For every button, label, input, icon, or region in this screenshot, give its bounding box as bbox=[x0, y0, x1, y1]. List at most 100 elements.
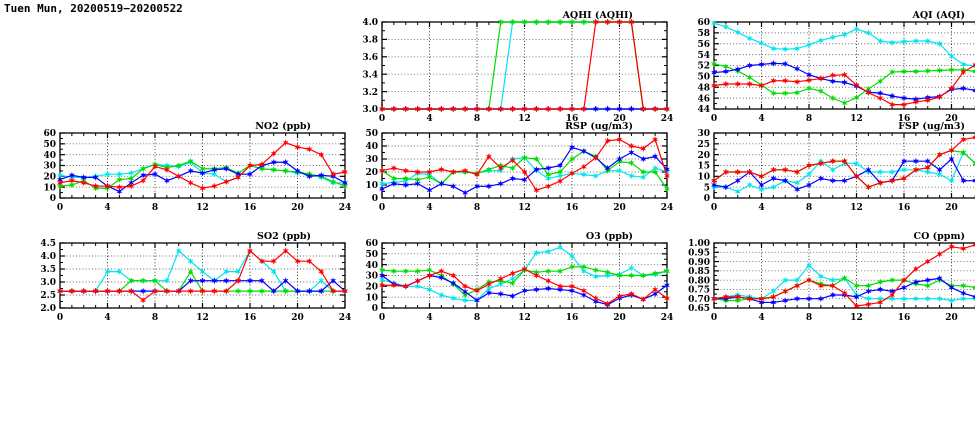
svg-text:24: 24 bbox=[339, 203, 352, 213]
svg-text:50: 50 bbox=[365, 129, 378, 139]
svg-text:4: 4 bbox=[426, 114, 432, 124]
svg-text:30: 30 bbox=[365, 155, 378, 165]
svg-text:20: 20 bbox=[365, 283, 378, 293]
plot-aqi[interactable]: 44464850525456586004812162024 bbox=[680, 18, 975, 124]
panel-no2: NO2 (ppb) 0 10 20 30 40 50 60 0 4 8 12 16 20 24 bbox=[26, 121, 351, 213]
panel-title-co: CO (ppm) bbox=[913, 231, 965, 242]
svg-text:0.85: 0.85 bbox=[688, 267, 710, 277]
svg-text:20: 20 bbox=[613, 203, 626, 213]
svg-text:0.90: 0.90 bbox=[688, 258, 710, 268]
panel-title-rsp: RSP (ug/m3) bbox=[565, 121, 633, 132]
plot-co[interactable]: 0.65 0.70 0.75 0.80 0.85 0.90 0.95 1.00 0 4 8 12 16 2… bbox=[680, 239, 975, 323]
series-20200519 bbox=[56, 247, 349, 304]
plot-aqhi[interactable]: 3.0 3.2 3.4 3.6 3.8 4.0 0 4 8 12 16 20 24 bbox=[348, 18, 693, 124]
svg-text:12: 12 bbox=[518, 203, 531, 213]
svg-text:3.0: 3.0 bbox=[362, 105, 378, 115]
series-20200521 bbox=[710, 59, 975, 103]
page-title: Tuen Mun, 20200519−20200522 bbox=[4, 2, 183, 15]
svg-text:60: 60 bbox=[365, 239, 378, 249]
svg-text:50: 50 bbox=[365, 250, 378, 260]
svg-text:60: 60 bbox=[43, 129, 56, 139]
svg-text:30: 30 bbox=[43, 162, 56, 172]
svg-text:20: 20 bbox=[945, 203, 958, 213]
svg-text:40: 40 bbox=[43, 151, 56, 161]
svg-text:8: 8 bbox=[474, 114, 480, 124]
svg-text:56: 56 bbox=[697, 40, 710, 50]
svg-text:12: 12 bbox=[196, 203, 209, 213]
svg-text:4: 4 bbox=[104, 203, 110, 213]
svg-text:0: 0 bbox=[711, 313, 717, 323]
svg-text:48: 48 bbox=[697, 83, 710, 93]
svg-text:24: 24 bbox=[661, 313, 674, 323]
svg-text:2.0: 2.0 bbox=[40, 304, 56, 314]
svg-text:44: 44 bbox=[697, 105, 710, 115]
svg-text:4.0: 4.0 bbox=[40, 252, 56, 262]
panel-rsp: RSP (ug/m3) 0 10 20 30 40 50 0 4 8 12 16 20 24 bbox=[348, 121, 673, 213]
svg-text:16: 16 bbox=[244, 203, 257, 213]
svg-text:60: 60 bbox=[697, 18, 710, 28]
svg-text:24: 24 bbox=[339, 313, 352, 323]
svg-text:8: 8 bbox=[152, 313, 158, 323]
svg-text:4: 4 bbox=[104, 313, 110, 323]
svg-text:20: 20 bbox=[291, 313, 304, 323]
svg-text:4: 4 bbox=[758, 313, 764, 323]
plot-no2[interactable]: 0 10 20 30 40 50 60 0 4 8 12 16 20 24 bbox=[26, 129, 371, 213]
svg-text:20: 20 bbox=[291, 203, 304, 213]
svg-text:0: 0 bbox=[379, 203, 385, 213]
svg-text:3.6: 3.6 bbox=[362, 53, 378, 63]
svg-text:12: 12 bbox=[518, 313, 531, 323]
svg-text:8: 8 bbox=[474, 203, 480, 213]
plot-fsp[interactable]: 05101520253004812162024 bbox=[680, 129, 975, 213]
plot-rsp[interactable]: 0 10 20 30 40 50 0 4 8 12 16 20 24 bbox=[348, 129, 693, 213]
svg-text:12: 12 bbox=[850, 313, 863, 323]
svg-text:8: 8 bbox=[474, 313, 480, 323]
panel-co: CO (ppm) 0.65 0.70 0.75 0.80 0.85 0.90 0.95 1.0… bbox=[680, 231, 975, 323]
series-20200520 bbox=[378, 18, 671, 113]
series-20200522 bbox=[56, 247, 349, 295]
svg-text:0.65: 0.65 bbox=[688, 304, 710, 314]
series-20200519 bbox=[710, 134, 975, 191]
series-20200522 bbox=[378, 18, 671, 113]
svg-text:3.5: 3.5 bbox=[40, 265, 56, 275]
svg-text:30: 30 bbox=[365, 272, 378, 282]
series-20200519 bbox=[710, 242, 975, 310]
svg-text:4: 4 bbox=[426, 203, 432, 213]
series-20200519 bbox=[378, 18, 671, 113]
svg-text:0: 0 bbox=[379, 114, 385, 124]
plot-o3[interactable]: 0 10 20 30 40 50 60 0 4 8 12 16 20 24 bbox=[348, 239, 693, 323]
panel-title-o3: O3 (ppb) bbox=[585, 231, 633, 242]
series-20200522 bbox=[710, 261, 975, 305]
panel-so2: SO2 (ppb) 2.0 2.5 3.0 3.5 4.0 4.5 0 4 8 12 16 20 24 bbox=[26, 231, 351, 323]
svg-text:0: 0 bbox=[57, 313, 63, 323]
svg-text:4.0: 4.0 bbox=[362, 18, 378, 28]
svg-text:0.75: 0.75 bbox=[688, 286, 710, 296]
svg-text:40: 40 bbox=[365, 261, 378, 271]
svg-text:16: 16 bbox=[566, 203, 579, 213]
svg-text:30: 30 bbox=[697, 129, 710, 139]
svg-text:0: 0 bbox=[704, 194, 710, 204]
svg-text:0: 0 bbox=[57, 203, 63, 213]
svg-text:16: 16 bbox=[244, 313, 257, 323]
svg-text:50: 50 bbox=[697, 73, 710, 83]
series-20200522 bbox=[710, 19, 975, 69]
svg-text:16: 16 bbox=[566, 114, 579, 124]
svg-text:20: 20 bbox=[945, 114, 958, 124]
svg-text:0: 0 bbox=[50, 194, 56, 204]
plot-so2[interactable]: 2.0 2.5 3.0 3.5 4.0 4.5 0 4 8 12 16 20 24 bbox=[26, 239, 371, 323]
svg-text:20: 20 bbox=[43, 173, 56, 183]
panel-title-aqi: AQI (AQI) bbox=[912, 10, 965, 21]
svg-text:12: 12 bbox=[518, 114, 531, 124]
svg-text:0: 0 bbox=[372, 194, 378, 204]
series-20200519 bbox=[378, 265, 671, 308]
svg-text:8: 8 bbox=[806, 114, 812, 124]
svg-text:16: 16 bbox=[898, 313, 911, 323]
svg-text:10: 10 bbox=[365, 181, 378, 191]
svg-text:16: 16 bbox=[898, 114, 911, 124]
svg-text:20: 20 bbox=[613, 114, 626, 124]
svg-text:40: 40 bbox=[365, 142, 378, 152]
svg-text:20: 20 bbox=[697, 151, 710, 161]
svg-text:1.00: 1.00 bbox=[688, 239, 710, 249]
series-20200519 bbox=[56, 139, 349, 192]
svg-text:2.5: 2.5 bbox=[40, 291, 56, 301]
svg-text:4: 4 bbox=[758, 203, 764, 213]
